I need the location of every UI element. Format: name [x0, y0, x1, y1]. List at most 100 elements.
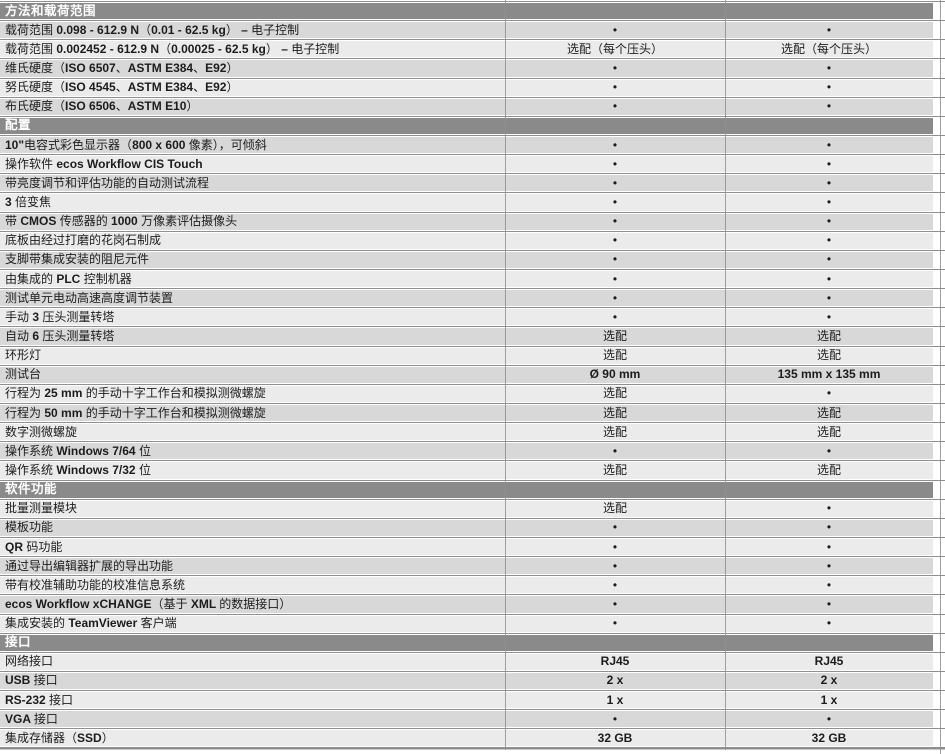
- value-col1: •: [612, 271, 618, 286]
- spec-label: 载荷范围 0.002452 - 612.9 N（0.00025 - 62.5 k…: [5, 41, 340, 56]
- row-divider: [0, 133, 945, 137]
- value-col2: •: [826, 137, 832, 152]
- row-divider: [0, 440, 945, 444]
- value-col2: 选配: [816, 348, 841, 363]
- row-right-margin: [933, 41, 945, 58]
- row-right-margin: [933, 136, 945, 154]
- spec-label: 自动 6 压头测量转塔: [5, 328, 115, 343]
- table-row: 带亮度调节和评估功能的自动测试流程 • •: [0, 172, 945, 192]
- row-right-margin: [933, 481, 945, 498]
- value-col1: •: [612, 443, 618, 458]
- value-col2: •: [826, 156, 832, 171]
- row-divider: [0, 191, 945, 195]
- spec-label: 由集成的 PLC 控制机器: [5, 271, 132, 286]
- table-row: 载荷范围 0.002452 - 612.9 N（0.00025 - 62.5 k…: [0, 38, 945, 58]
- table-row: 测试单元电动高速高度调节装置 • •: [0, 287, 945, 307]
- row-divider: [0, 689, 945, 693]
- value-col1: RJ45: [600, 654, 630, 669]
- spec-label: USB 接口: [5, 673, 58, 688]
- row-divider: [0, 172, 945, 176]
- spec-label: 带有校准辅助功能的校准信息系统: [5, 577, 186, 592]
- value-col1: •: [612, 309, 618, 324]
- table-row: 操作软件 ecos Workflow CIS Touch • •: [0, 153, 945, 173]
- value-col1: •: [612, 616, 618, 631]
- value-col1: Ø 90 mm: [589, 367, 641, 382]
- row-cells: QR 码功能 • •: [0, 538, 933, 556]
- value-col1: •: [612, 214, 618, 229]
- row-cells: 行程为 25 mm 的手动十字工作台和模拟测微螺旋 选配 •: [0, 385, 933, 402]
- table-row: 维氏硬度（ISO 6507、ASTM E384、E92） • •: [0, 57, 945, 77]
- row-right-margin: [933, 251, 945, 268]
- section-header-cells: 接口: [0, 634, 933, 651]
- value-col2: 135 mm x 135 mm: [777, 367, 881, 382]
- value-col1: 选配（每个压头）: [566, 41, 663, 56]
- spec-label: 3 倍变焦: [5, 194, 52, 209]
- value-col2: •: [826, 711, 832, 726]
- value-col2: •: [826, 616, 832, 631]
- value-col2: •: [826, 214, 832, 229]
- row-divider: [0, 344, 945, 348]
- spec-label: 模板功能: [5, 520, 54, 535]
- table-bottom-border: [0, 746, 945, 754]
- row-cells: 载荷范围 0.098 - 612.9 N（0.01 - 62.5 kg） – 电…: [0, 22, 933, 39]
- spec-label: 操作系统 Windows 7/32 位: [5, 462, 151, 477]
- table-row: 行程为 25 mm 的手动十字工作台和模拟测微螺旋 选配 •: [0, 382, 945, 402]
- row-cells: 网络接口 RJ45 RJ45: [0, 653, 933, 670]
- value-col1: •: [612, 290, 618, 305]
- value-col2: •: [826, 520, 832, 535]
- row-divider: [0, 38, 945, 42]
- section-header-cells: 软件功能: [0, 481, 933, 498]
- value-col1: •: [612, 596, 618, 611]
- row-right-margin: [933, 156, 945, 173]
- value-col1: 选配: [602, 462, 627, 477]
- spec-label: 10"电容式彩色显示器（800 x 600 像素），可倾斜: [5, 137, 267, 152]
- row-divider: [0, 612, 945, 616]
- column-divider-1: [505, 0, 506, 750]
- row-cells: 载荷范围 0.002452 - 612.9 N（0.00025 - 62.5 k…: [0, 41, 933, 58]
- value-col1: 32 GB: [597, 730, 633, 745]
- table-row: 行程为 50 mm 的手动十字工作台和模拟测微螺旋 选配 选配: [0, 401, 945, 422]
- row-divider: [0, 57, 945, 61]
- value-col1: 选配: [602, 424, 627, 439]
- value-col1: •: [612, 520, 618, 535]
- value-col2: •: [826, 577, 832, 592]
- row-right-margin: [933, 366, 945, 383]
- row-right-margin: [933, 615, 945, 632]
- section-header-cells: 方法和载荷范围: [0, 3, 933, 20]
- row-divider: [0, 497, 945, 501]
- table-row: VGA 接口 • •: [0, 708, 945, 728]
- table-row: 支脚带集成安装的阻尼元件 • •: [0, 248, 945, 268]
- table-row: 测试台 Ø 90 mm 135 mm x 135 mm: [0, 363, 945, 383]
- row-right-margin: [933, 194, 945, 211]
- row-divider: [0, 248, 945, 252]
- value-col1: •: [612, 252, 618, 267]
- value-col2: •: [826, 194, 832, 209]
- row-cells: 努氏硬度（ISO 4545、ASTM E384、E92） • •: [0, 79, 933, 96]
- value-col1: •: [612, 80, 618, 95]
- row-right-margin: [933, 328, 945, 345]
- spec-label: 测试台: [5, 367, 42, 382]
- row-divider: [0, 210, 945, 214]
- row-right-margin: [933, 79, 945, 96]
- row-divider: [0, 421, 945, 425]
- value-col1: •: [612, 99, 618, 114]
- row-right-margin: [933, 385, 945, 402]
- row-right-margin: [933, 500, 945, 517]
- table-row: 底板由经过打磨的花岗石制成 • •: [0, 229, 945, 249]
- section-title: 方法和载荷范围: [5, 3, 97, 18]
- row-cells: 操作软件 ecos Workflow CIS Touch • •: [0, 156, 933, 173]
- value-col1: •: [612, 194, 618, 209]
- table-row: 载荷范围 0.098 - 612.9 N（0.01 - 62.5 kg） – 电…: [0, 19, 945, 39]
- table-row: 3 倍变焦 • •: [0, 191, 945, 211]
- value-col1: •: [612, 137, 618, 152]
- table-row: 10"电容式彩色显示器（800 x 600 像素），可倾斜 • •: [0, 133, 945, 154]
- section-title: 软件功能: [5, 482, 58, 497]
- table-row: 带有校准辅助功能的校准信息系统 • •: [0, 574, 945, 594]
- row-cells: 测试台 Ø 90 mm 135 mm x 135 mm: [0, 366, 933, 383]
- value-col2: 1 x: [820, 692, 838, 707]
- row-cells: USB 接口 2 x 2 x: [0, 672, 933, 690]
- value-col2: •: [826, 60, 832, 75]
- table-row: 由集成的 PLC 控制机器 • •: [0, 267, 945, 288]
- row-cells: 带有校准辅助功能的校准信息系统 • •: [0, 577, 933, 594]
- spec-label: 环形灯: [5, 348, 42, 363]
